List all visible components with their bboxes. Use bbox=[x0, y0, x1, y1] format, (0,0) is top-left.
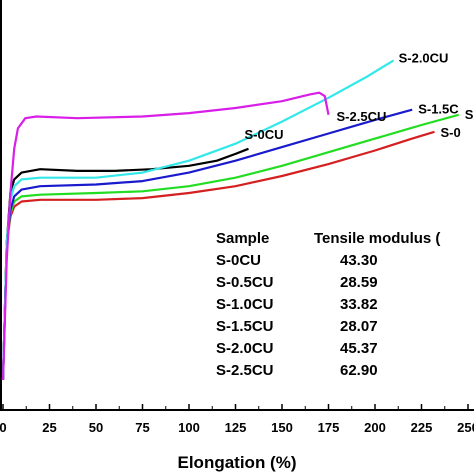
x-ticks bbox=[2, 404, 469, 410]
x-tick-label: 0 bbox=[0, 420, 7, 435]
table-cell-sample: S-1.0CU bbox=[216, 296, 274, 313]
x-tick-label: 150 bbox=[271, 420, 293, 435]
x-tick-label: 225 bbox=[411, 420, 433, 435]
series-line-s-2-5cu bbox=[1, 91, 330, 381]
x-tick-label: 100 bbox=[178, 420, 200, 435]
table-cell-sample: S-0.5CU bbox=[216, 274, 274, 291]
table-cell-sample: S-2.5CU bbox=[216, 362, 274, 379]
x-tick-label: 50 bbox=[89, 420, 103, 435]
x-tick-label: 75 bbox=[135, 420, 149, 435]
series-end-label: S-1.5C bbox=[418, 102, 459, 117]
table-cell-sample: S-0CU bbox=[216, 252, 261, 269]
series-end-label: S bbox=[465, 107, 474, 122]
x-tick-label: 175 bbox=[318, 420, 340, 435]
x-tick-label: 25 bbox=[42, 420, 56, 435]
series-end-label: S-2.5CU bbox=[337, 109, 387, 124]
table-cell-modulus: 28.07 bbox=[340, 318, 378, 335]
x-tick-labels: 0 25 50 75 100 125 150 175 200 225 250 bbox=[0, 420, 474, 435]
series-line-s-1-5cu bbox=[1, 108, 413, 381]
x-axis-title: Elongation (%) bbox=[178, 453, 297, 472]
table-cell-modulus: 28.59 bbox=[340, 274, 378, 291]
table-cell-sample: S-2.0CU bbox=[216, 340, 274, 357]
series-line-s-2-0cu bbox=[1, 59, 395, 381]
table-header-modulus: Tensile modulus ( bbox=[314, 230, 440, 247]
x-tick-label: 250 bbox=[457, 420, 474, 435]
series-line-s-0cu bbox=[1, 147, 249, 381]
modulus-table: Sample Tensile modulus ( S-0CU 43.30 S-0.5CU… bbox=[216, 230, 440, 379]
table-cell-modulus: 43.30 bbox=[340, 252, 378, 269]
series-end-label: S-0 bbox=[441, 125, 461, 140]
x-tick-label: 200 bbox=[364, 420, 386, 435]
x-tick-label: 125 bbox=[225, 420, 247, 435]
table-cell-modulus: 33.82 bbox=[340, 296, 378, 313]
series-lines bbox=[1, 59, 459, 381]
table-cell-modulus: 62.90 bbox=[340, 362, 378, 379]
series-end-label: S-2.0CU bbox=[399, 50, 449, 65]
table-header-sample: Sample bbox=[216, 230, 269, 247]
series-line-s-0-5cu bbox=[1, 130, 435, 381]
series-labels: S-2.0CU S-2.5CU S-1.5C S S-0 S-0CU bbox=[245, 50, 474, 141]
table-cell-sample: S-1.5CU bbox=[216, 318, 274, 335]
series-end-label: S-0CU bbox=[245, 127, 284, 142]
table-cell-modulus: 45.37 bbox=[340, 340, 378, 357]
